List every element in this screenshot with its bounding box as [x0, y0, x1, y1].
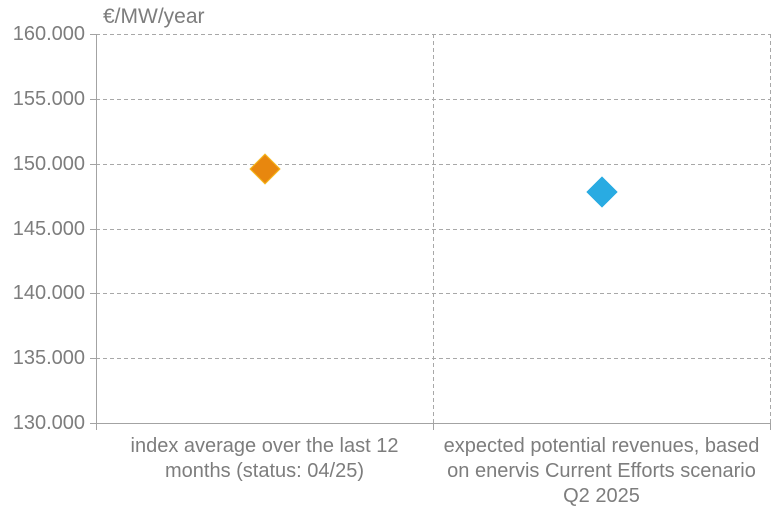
- y-axis-tick: [90, 163, 96, 165]
- category-separator-line: [770, 34, 771, 423]
- y-axis-tick: [90, 423, 96, 424]
- x-axis-category-label-1: index average over the last 12 months (st…: [75, 434, 455, 484]
- x-category-label-line: expected potential revenues, based: [443, 435, 760, 457]
- y-axis-tick: [90, 98, 96, 100]
- y-axis-tick: [90, 293, 96, 295]
- y-axis-tick: [90, 34, 96, 35]
- x-axis-tick: [433, 423, 434, 430]
- data-point-marker-2: [585, 176, 618, 208]
- data-point-marker-1: [248, 153, 281, 185]
- y-axis-tick-label: 155.000: [12, 87, 85, 110]
- category-separator-line: [433, 34, 434, 423]
- y-axis-tick-label: 130.000: [12, 412, 85, 434]
- x-category-label-line: index average over the last 12: [130, 435, 399, 457]
- y-axis-line: [96, 34, 97, 430]
- y-axis-tick-label: 140.000: [12, 282, 85, 305]
- y-axis-tick: [90, 358, 96, 360]
- y-axis-tick-label: 160.000: [12, 23, 85, 45]
- x-axis-category-label-2: expected potential revenues, based on ene…: [412, 434, 784, 509]
- y-axis-tick-label: 150.000: [12, 152, 85, 175]
- x-axis-tick: [770, 423, 771, 430]
- y-axis-tick-label: 135.000: [12, 347, 85, 370]
- y-axis-unit-label: €/MW/year: [103, 5, 205, 28]
- x-category-label-line: on enervis Current Efforts scenario: [447, 460, 756, 482]
- y-axis-tick: [90, 228, 96, 230]
- x-category-label-line: months (status: 04/25): [165, 460, 364, 482]
- y-axis-tick-label: 145.000: [12, 217, 85, 240]
- x-category-label-line: Q2 2025: [563, 485, 640, 507]
